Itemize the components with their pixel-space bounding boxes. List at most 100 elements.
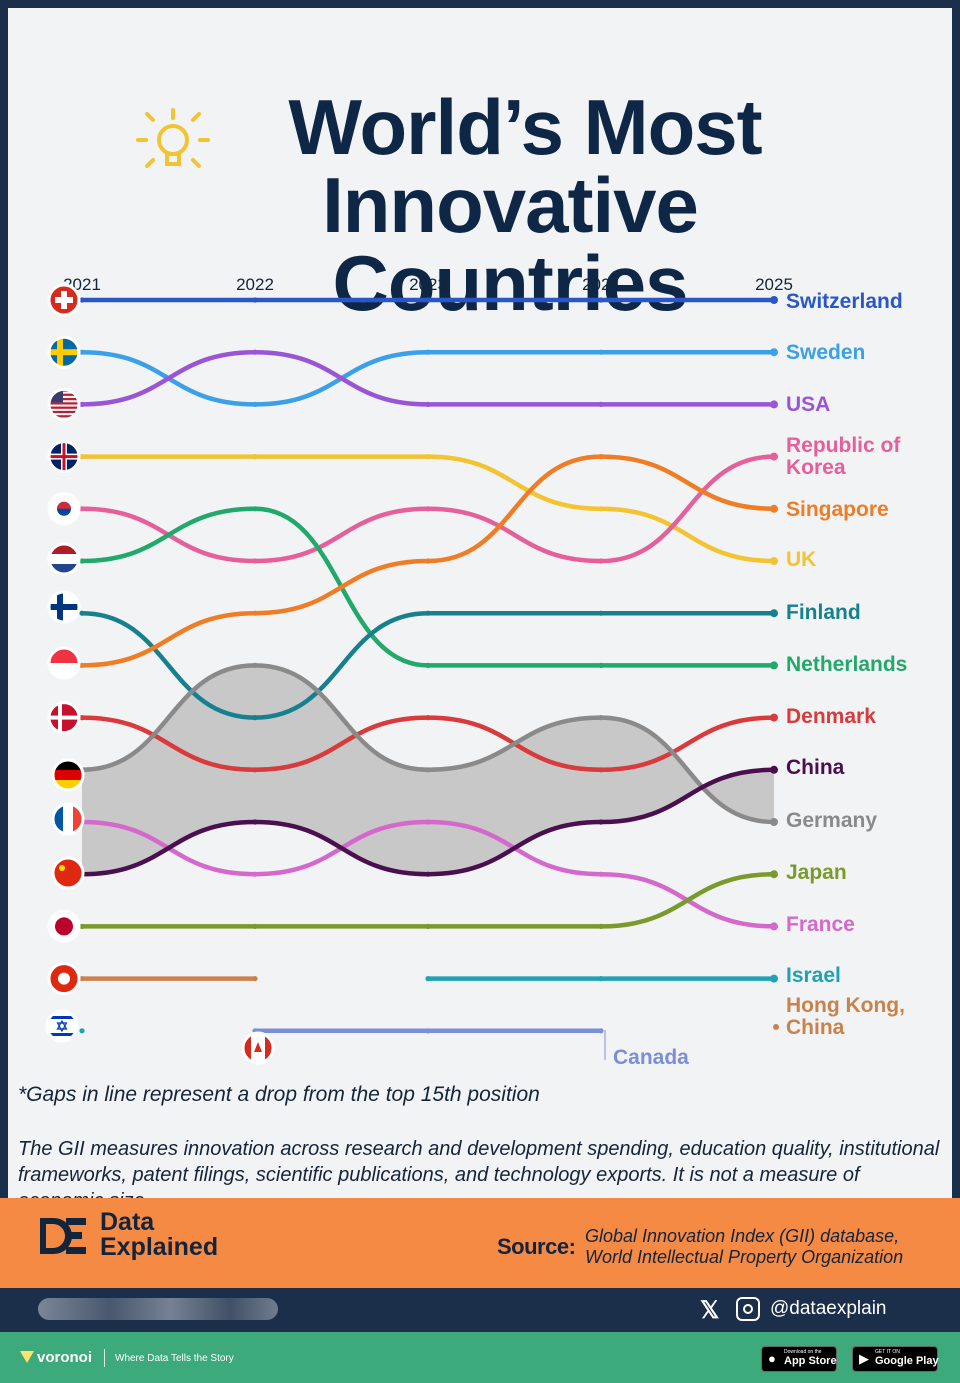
data-point-japan	[252, 923, 258, 930]
flag-part	[50, 415, 78, 418]
country-label-line: Hong Kong,	[786, 994, 905, 1017]
flag-part	[50, 564, 78, 573]
flag-part	[55, 917, 73, 936]
china-flag-icon	[51, 856, 85, 890]
voronoi-logo[interactable]: voronoi	[20, 1349, 92, 1366]
country-label-line: Switzerland	[786, 290, 903, 313]
country-label-sweden: Sweden	[786, 341, 865, 364]
netherlands-flag-icon	[47, 542, 81, 576]
data-point-hong-kong-china	[252, 976, 258, 982]
country-label-line: Republic of	[786, 434, 901, 457]
data-point-china	[425, 871, 431, 877]
flag-part	[50, 715, 78, 720]
country-label-line: Japan	[786, 861, 847, 884]
title-line-1: World’s Most	[288, 83, 762, 171]
country-label-line: UK	[786, 548, 816, 571]
flag-part	[54, 761, 82, 770]
apple-icon: ●	[768, 1351, 776, 1366]
country-label-line: Sweden	[786, 341, 865, 364]
data-point-usa	[425, 401, 431, 407]
flag-part	[50, 410, 78, 414]
flag-part	[244, 1034, 251, 1062]
country-label-line: USA	[786, 393, 830, 416]
flag-ring	[45, 1009, 79, 1043]
country-label-line: Israel	[786, 964, 841, 987]
flag-body	[50, 494, 78, 523]
country-label-finland: Finland	[786, 601, 861, 624]
flag-ring	[47, 283, 81, 317]
series-hong-kong-china	[79, 976, 258, 982]
series-line-uk	[79, 454, 777, 564]
flag-ring	[51, 758, 85, 792]
flag-body	[50, 442, 78, 471]
sweden-flag-icon	[47, 335, 81, 369]
footer-source-bar	[0, 1198, 960, 1288]
app-store-button[interactable]: ● Download on the App Store	[761, 1346, 837, 1372]
country-label-line: China	[786, 756, 845, 779]
flag-body	[50, 912, 78, 941]
google-play-label: Google Play	[875, 1355, 939, 1367]
series-singapore	[79, 454, 778, 669]
data-point-japan	[79, 923, 85, 930]
year-label-2025: 2025	[755, 275, 793, 294]
data-point-denmark	[598, 767, 604, 773]
japan-flag-icon	[47, 909, 81, 943]
social-handle[interactable]: @dataexplain	[770, 1298, 887, 1319]
series-finland	[79, 609, 778, 721]
data-point-switzerland	[598, 297, 604, 303]
data-point-republic-of-korea	[598, 558, 604, 564]
series-usa	[79, 349, 778, 409]
flag-body	[54, 859, 82, 887]
country-label-japan: Japan	[786, 861, 847, 884]
series-japan	[79, 870, 778, 930]
brand-line-1: Data	[100, 1208, 155, 1236]
data-point-singapore	[252, 610, 258, 616]
series-china	[79, 765, 778, 877]
data-point-uk	[598, 506, 604, 512]
data-point-france	[598, 871, 604, 877]
series-republic-of-korea	[79, 452, 778, 564]
source-line-1: Global Innovation Index (GII) database,	[585, 1226, 900, 1246]
series-line-sweden	[79, 349, 777, 407]
switzerland-flag-icon	[47, 283, 81, 317]
series-line-japan	[79, 871, 777, 929]
flag-body	[48, 1012, 76, 1040]
flag-ring	[47, 962, 81, 996]
title-line-2: Innovative Countries	[322, 161, 699, 327]
denmark-flag-icon	[47, 701, 81, 735]
google-play-small-label: GET IT ON	[875, 1349, 900, 1355]
data-point-japan	[770, 870, 778, 879]
data-point-uk	[770, 557, 778, 565]
flag-ring	[47, 387, 81, 421]
flag-part	[54, 805, 63, 833]
source-line-2: World Intellectual Property Organization	[585, 1247, 904, 1267]
flag-part	[56, 1019, 68, 1033]
instagram-icon[interactable]	[736, 1297, 760, 1321]
page-title: World’s Most Innovative Countries	[150, 88, 870, 322]
flag-ring	[47, 492, 81, 526]
country-label-uk: UK	[786, 548, 816, 571]
flag-ring	[47, 440, 81, 474]
series-line-finland	[79, 610, 777, 720]
data-point-sweden	[252, 401, 258, 407]
data-point-republic-of-korea	[79, 506, 85, 512]
brand-name: Data Explained	[100, 1210, 218, 1260]
x-icon[interactable]: 𝕏	[700, 1297, 720, 1324]
data-point-finland	[252, 715, 258, 721]
series-canada	[252, 1028, 604, 1034]
data-point-sweden	[425, 349, 431, 355]
hong-kong-label-dot	[773, 1024, 779, 1030]
flag-body	[50, 703, 78, 732]
google-play-button[interactable]: ▶ GET IT ON Google Play	[852, 1346, 939, 1372]
flag-part	[54, 780, 82, 789]
data-point-israel	[79, 1028, 85, 1034]
flag-part	[50, 390, 78, 392]
brand-line-2: Explained	[100, 1233, 219, 1261]
flag-part	[50, 554, 78, 564]
data-point-sweden	[770, 348, 778, 357]
country-label-hong-kong-china: Hong Kong, China	[786, 994, 905, 1039]
partner-tagline: Where Data Tells the Story	[115, 1353, 234, 1364]
country-label-denmark: Denmark	[786, 705, 876, 728]
voronoi-name: voronoi	[37, 1349, 92, 1366]
